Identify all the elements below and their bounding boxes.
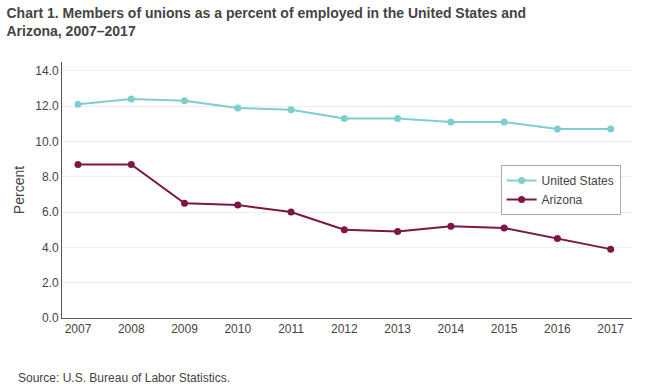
svg-text:Arizona: Arizona [542, 193, 583, 207]
svg-text:2.0: 2.0 [42, 276, 59, 290]
svg-text:8.0: 8.0 [42, 170, 59, 184]
svg-text:2010: 2010 [224, 322, 251, 336]
svg-text:14.0: 14.0 [35, 64, 59, 78]
svg-text:2015: 2015 [491, 322, 518, 336]
svg-text:12.0: 12.0 [35, 99, 59, 113]
svg-text:Chart 1. Members of unions as: Chart 1. Members of unions as a percent … [7, 5, 527, 39]
svg-text:2017: 2017 [597, 322, 624, 336]
svg-text:2014: 2014 [438, 322, 465, 336]
svg-text:2013: 2013 [384, 322, 411, 336]
svg-text:4.0: 4.0 [42, 241, 59, 255]
svg-text:2008: 2008 [118, 322, 145, 336]
svg-text:6.0: 6.0 [42, 205, 59, 219]
svg-text:2009: 2009 [171, 322, 198, 336]
svg-text:2012: 2012 [331, 322, 358, 336]
svg-text:0.0: 0.0 [42, 311, 59, 325]
svg-text:2007: 2007 [65, 322, 92, 336]
svg-text:2011: 2011 [278, 322, 304, 336]
svg-text:2016: 2016 [544, 322, 571, 336]
svg-text:Source: U.S. Bureau of Labor S: Source: U.S. Bureau of Labor Statistics. [18, 371, 230, 384]
svg-text:United States: United States [542, 174, 614, 188]
svg-text:10.0: 10.0 [35, 135, 59, 149]
svg-text:Percent: Percent [11, 166, 27, 214]
